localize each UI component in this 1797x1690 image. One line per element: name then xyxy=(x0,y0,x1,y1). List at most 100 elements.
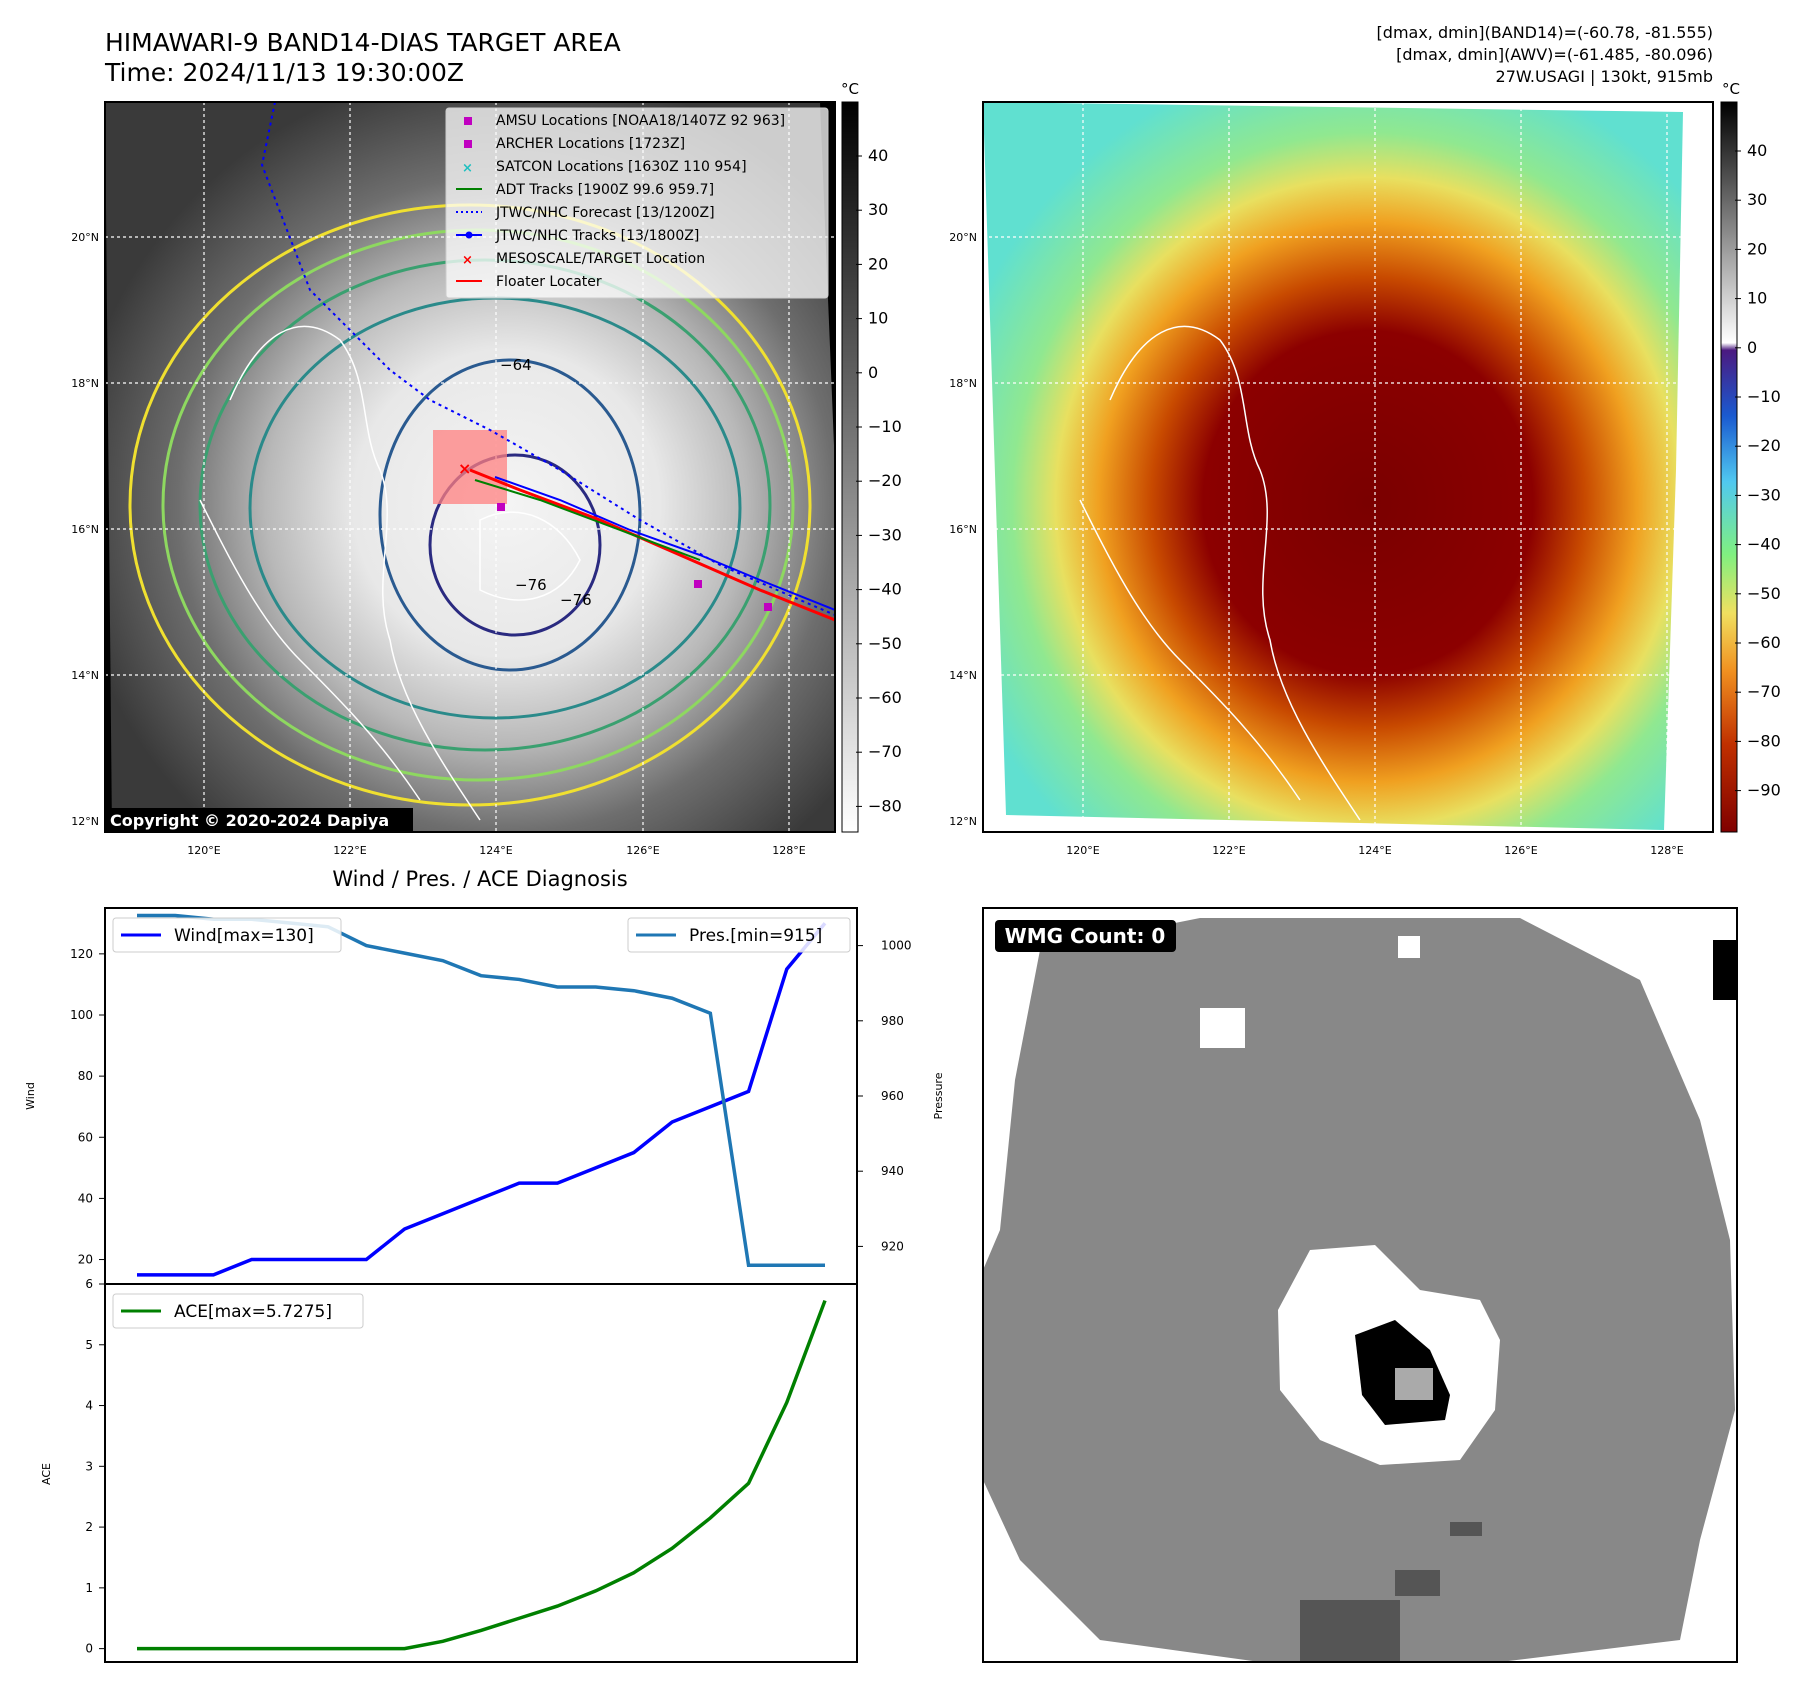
ir-colorbar-tick-label: −40 xyxy=(868,580,902,599)
wmg-dark-patch xyxy=(1300,1600,1400,1662)
wind-legend: Wind[max=130] xyxy=(112,917,342,953)
wind-axis-label: Wind xyxy=(24,1082,37,1110)
wmg-eye-center xyxy=(1395,1368,1433,1400)
awv-colorbar-tick-label: 40 xyxy=(1747,141,1767,160)
legend-label: Floater Locater xyxy=(496,274,602,290)
wmg-white-patch xyxy=(1200,1008,1245,1048)
svg-text:126°E: 126°E xyxy=(1504,844,1537,857)
wind-series-line xyxy=(137,922,827,1277)
svg-text:20°N: 20°N xyxy=(949,231,977,244)
pressure-tick-label: 980 xyxy=(881,1014,904,1028)
svg-text:12°N: 12°N xyxy=(949,815,977,828)
ace-tick-label: 2 xyxy=(85,1520,93,1534)
legend-swatch xyxy=(464,117,472,125)
svg-text:122°E: 122°E xyxy=(333,844,366,857)
wmg-frame xyxy=(982,907,1738,1663)
awv-colorbar-tick-label: 0 xyxy=(1747,338,1757,357)
pressure-legend: Pres.[min=915] xyxy=(627,917,851,953)
archer-marker-2 xyxy=(764,603,772,611)
legend-label: Wind[max=130] xyxy=(174,926,314,946)
awv-colorbar: °C 40 30 20 10 0 −10 −20 −30 −40 −50 −60 −70 −80 −90 xyxy=(1720,80,1781,833)
diagnosis-title: Wind / Pres. / ACE Diagnosis xyxy=(332,867,627,891)
svg-text:128°E: 128°E xyxy=(1650,844,1683,857)
svg-text:18°N: 18°N xyxy=(71,377,99,390)
amsu-marker xyxy=(497,503,505,511)
svg-text:18°N: 18°N xyxy=(949,377,977,390)
ir-colorbar-tick-label: −50 xyxy=(868,634,902,653)
stats-line-2: [dmax, dmin](AWV)=(-61.485, -80.096) xyxy=(1396,45,1713,64)
observed-track xyxy=(494,476,835,611)
pressure-tick-label: 1000 xyxy=(881,939,912,953)
svg-text:126°E: 126°E xyxy=(626,844,659,857)
awv-frame xyxy=(982,101,1714,833)
wind-tick-label: 20 xyxy=(78,1253,93,1267)
ir-coastlines xyxy=(199,325,581,821)
wmg-map: WMG Count: 0 xyxy=(982,907,1738,1663)
wmg-count-text: WMG Count: 0 xyxy=(1005,924,1166,948)
svg-text:12°N: 12°N xyxy=(71,815,99,828)
legend-label: Pres.[min=915] xyxy=(689,926,822,946)
svg-text:124°E: 124°E xyxy=(479,844,512,857)
ir-colorbar-tick-label: 0 xyxy=(868,363,878,382)
ir-colorbar-tick-label: −70 xyxy=(868,742,902,761)
storm-info: 27W.USAGI | 130kt, 915mb xyxy=(1496,67,1713,86)
svg-text:14°N: 14°N xyxy=(949,669,977,682)
svg-text:124°E: 124°E xyxy=(1358,844,1391,857)
ace-series-line xyxy=(137,1299,827,1651)
svg-text:°C: °C xyxy=(841,80,859,98)
wind-tick-label: 100 xyxy=(70,1008,93,1022)
awv-lat-labels: 20°N 18°N 16°N 14°N 12°N xyxy=(949,231,977,828)
target-box xyxy=(433,430,507,504)
awv-colorbar-tick-label: −60 xyxy=(1747,633,1781,652)
awv-colorbar-tick-label: 20 xyxy=(1747,239,1767,258)
awv-colorbar-tick-label: −10 xyxy=(1747,387,1781,406)
ir-colorbar-tick-label: 30 xyxy=(868,200,888,219)
legend-label: ADT Tracks [1900Z 99.6 959.7] xyxy=(496,182,714,198)
ir-colorbar-tick-label: −30 xyxy=(868,525,902,544)
pressure-tick-label: 920 xyxy=(881,1239,904,1253)
awv-satellite-map xyxy=(982,101,1714,833)
awv-colorbar-tick-label: −70 xyxy=(1747,682,1781,701)
svg-text:16°N: 16°N xyxy=(949,523,977,536)
contour-label: −76 xyxy=(515,576,547,594)
copyright-badge xyxy=(105,808,413,832)
ir-lon-labels: 120°E 122°E 124°E 126°E 128°E xyxy=(187,844,805,857)
ir-colorbar-tick-label: 40 xyxy=(868,146,888,165)
archer-marker xyxy=(694,580,702,588)
awv-gridlines xyxy=(983,102,1713,832)
awv-colorbar-tick-label: −20 xyxy=(1747,436,1781,455)
stats-line-1: [dmax, dmin](BAND14)=(-60.78, -81.555) xyxy=(1377,23,1713,42)
pressure-tick-label: 940 xyxy=(881,1164,904,1178)
contour-label: −76 xyxy=(560,591,592,609)
awv-field xyxy=(983,102,1683,830)
awv-colorbar-tick-label: −80 xyxy=(1747,731,1781,750)
ir-lat-labels: 20°N 18°N 16°N 14°N 12°N xyxy=(71,231,99,828)
legend-swatch xyxy=(465,231,473,239)
legend-swatch: × xyxy=(462,253,473,268)
awv-colorbar-tick-label: −30 xyxy=(1747,485,1781,504)
wmg-black-patch xyxy=(1713,940,1737,1000)
pressure-tick-label: 960 xyxy=(881,1089,904,1103)
ace-tick-label: 0 xyxy=(85,1642,93,1656)
awv-colorbar-tick-label: 10 xyxy=(1747,289,1767,308)
wind-tick-label: 80 xyxy=(78,1069,93,1083)
svg-text:120°E: 120°E xyxy=(187,844,220,857)
wind-tick-label: 60 xyxy=(78,1130,93,1144)
wmg-dark-patch xyxy=(1450,1522,1482,1536)
ir-colorbar-tick-label: 10 xyxy=(868,309,888,328)
wind-tick-label: 40 xyxy=(78,1191,93,1205)
ir-frame xyxy=(104,101,836,833)
ir-colorbar-tick-label: −10 xyxy=(868,417,902,436)
contour-label: −64 xyxy=(500,356,532,374)
ace-tick-label: 6 xyxy=(85,1277,93,1291)
legend-label: MESOSCALE/TARGET Location xyxy=(496,251,705,267)
legend-label: ARCHER Locations [1723Z] xyxy=(496,136,685,152)
ace-axis-label: ACE xyxy=(40,1463,53,1485)
wmg-white-patch xyxy=(1398,936,1420,958)
wind-tick-label: 120 xyxy=(70,947,93,961)
legend-label: SATCON Locations [1630Z 110 954] xyxy=(496,159,747,175)
legend-label: JTWC/NHC Forecast [13/1200Z] xyxy=(495,205,715,221)
svg-text:14°N: 14°N xyxy=(71,669,99,682)
ir-colorbar-tick-label: −80 xyxy=(868,796,902,815)
